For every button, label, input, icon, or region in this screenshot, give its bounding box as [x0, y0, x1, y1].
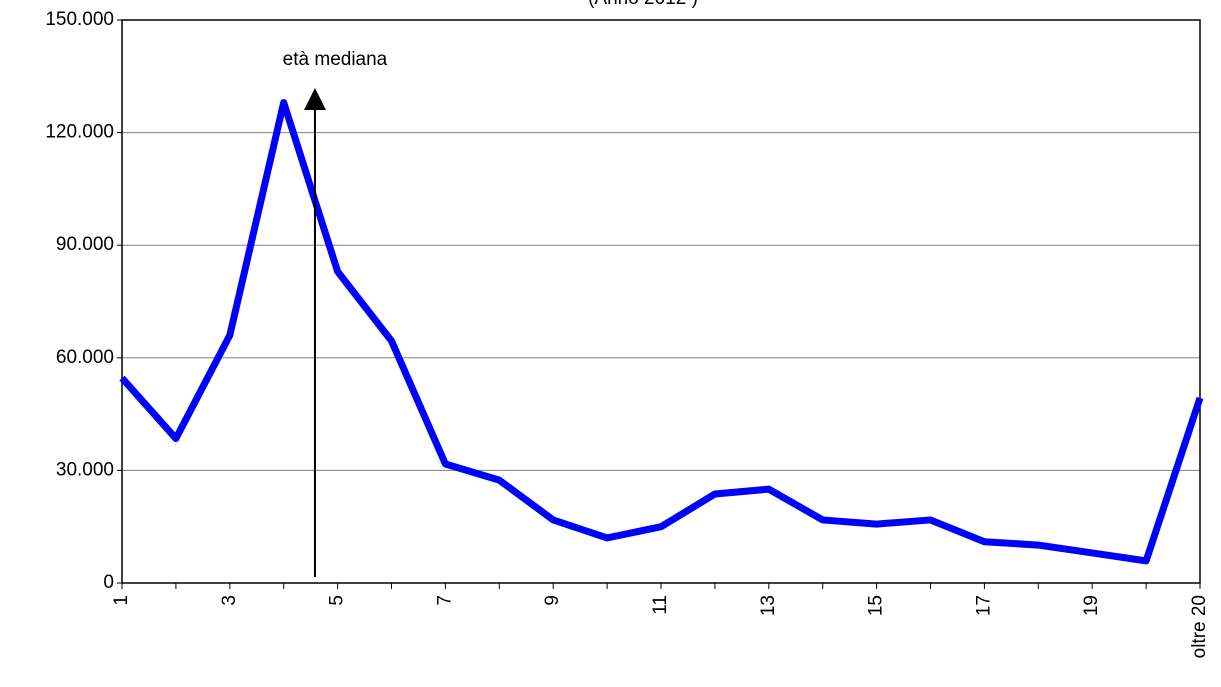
x-tick-label: 15 — [866, 595, 887, 616]
y-tick-label: 60.000 — [56, 347, 114, 368]
x-tick-label: 3 — [219, 595, 240, 606]
x-tick-label: 17 — [973, 595, 994, 616]
y-tick-label: 90.000 — [56, 234, 114, 255]
x-tick-label: oltre 20 — [1189, 595, 1210, 658]
annotation-arrowhead — [303, 88, 326, 110]
chart-subtitle: (Anno 2012 ) — [588, 0, 698, 9]
x-tick-label: 19 — [1081, 595, 1102, 616]
x-tick-label: 5 — [327, 595, 348, 606]
annotation-text: età mediana — [283, 49, 388, 70]
y-tick-label: 120.000 — [45, 122, 114, 143]
y-tick-label: 0 — [103, 572, 114, 593]
x-tick-label: 1 — [111, 595, 132, 606]
y-tick-label: 30.000 — [56, 459, 114, 480]
x-tick-label: 11 — [650, 595, 671, 615]
x-tick-label: 9 — [542, 595, 563, 606]
y-tick-label: 150.000 — [45, 9, 114, 30]
data-line — [119, 99, 1204, 565]
x-tick-label: 7 — [434, 595, 455, 606]
x-tick-label: 13 — [758, 595, 779, 616]
